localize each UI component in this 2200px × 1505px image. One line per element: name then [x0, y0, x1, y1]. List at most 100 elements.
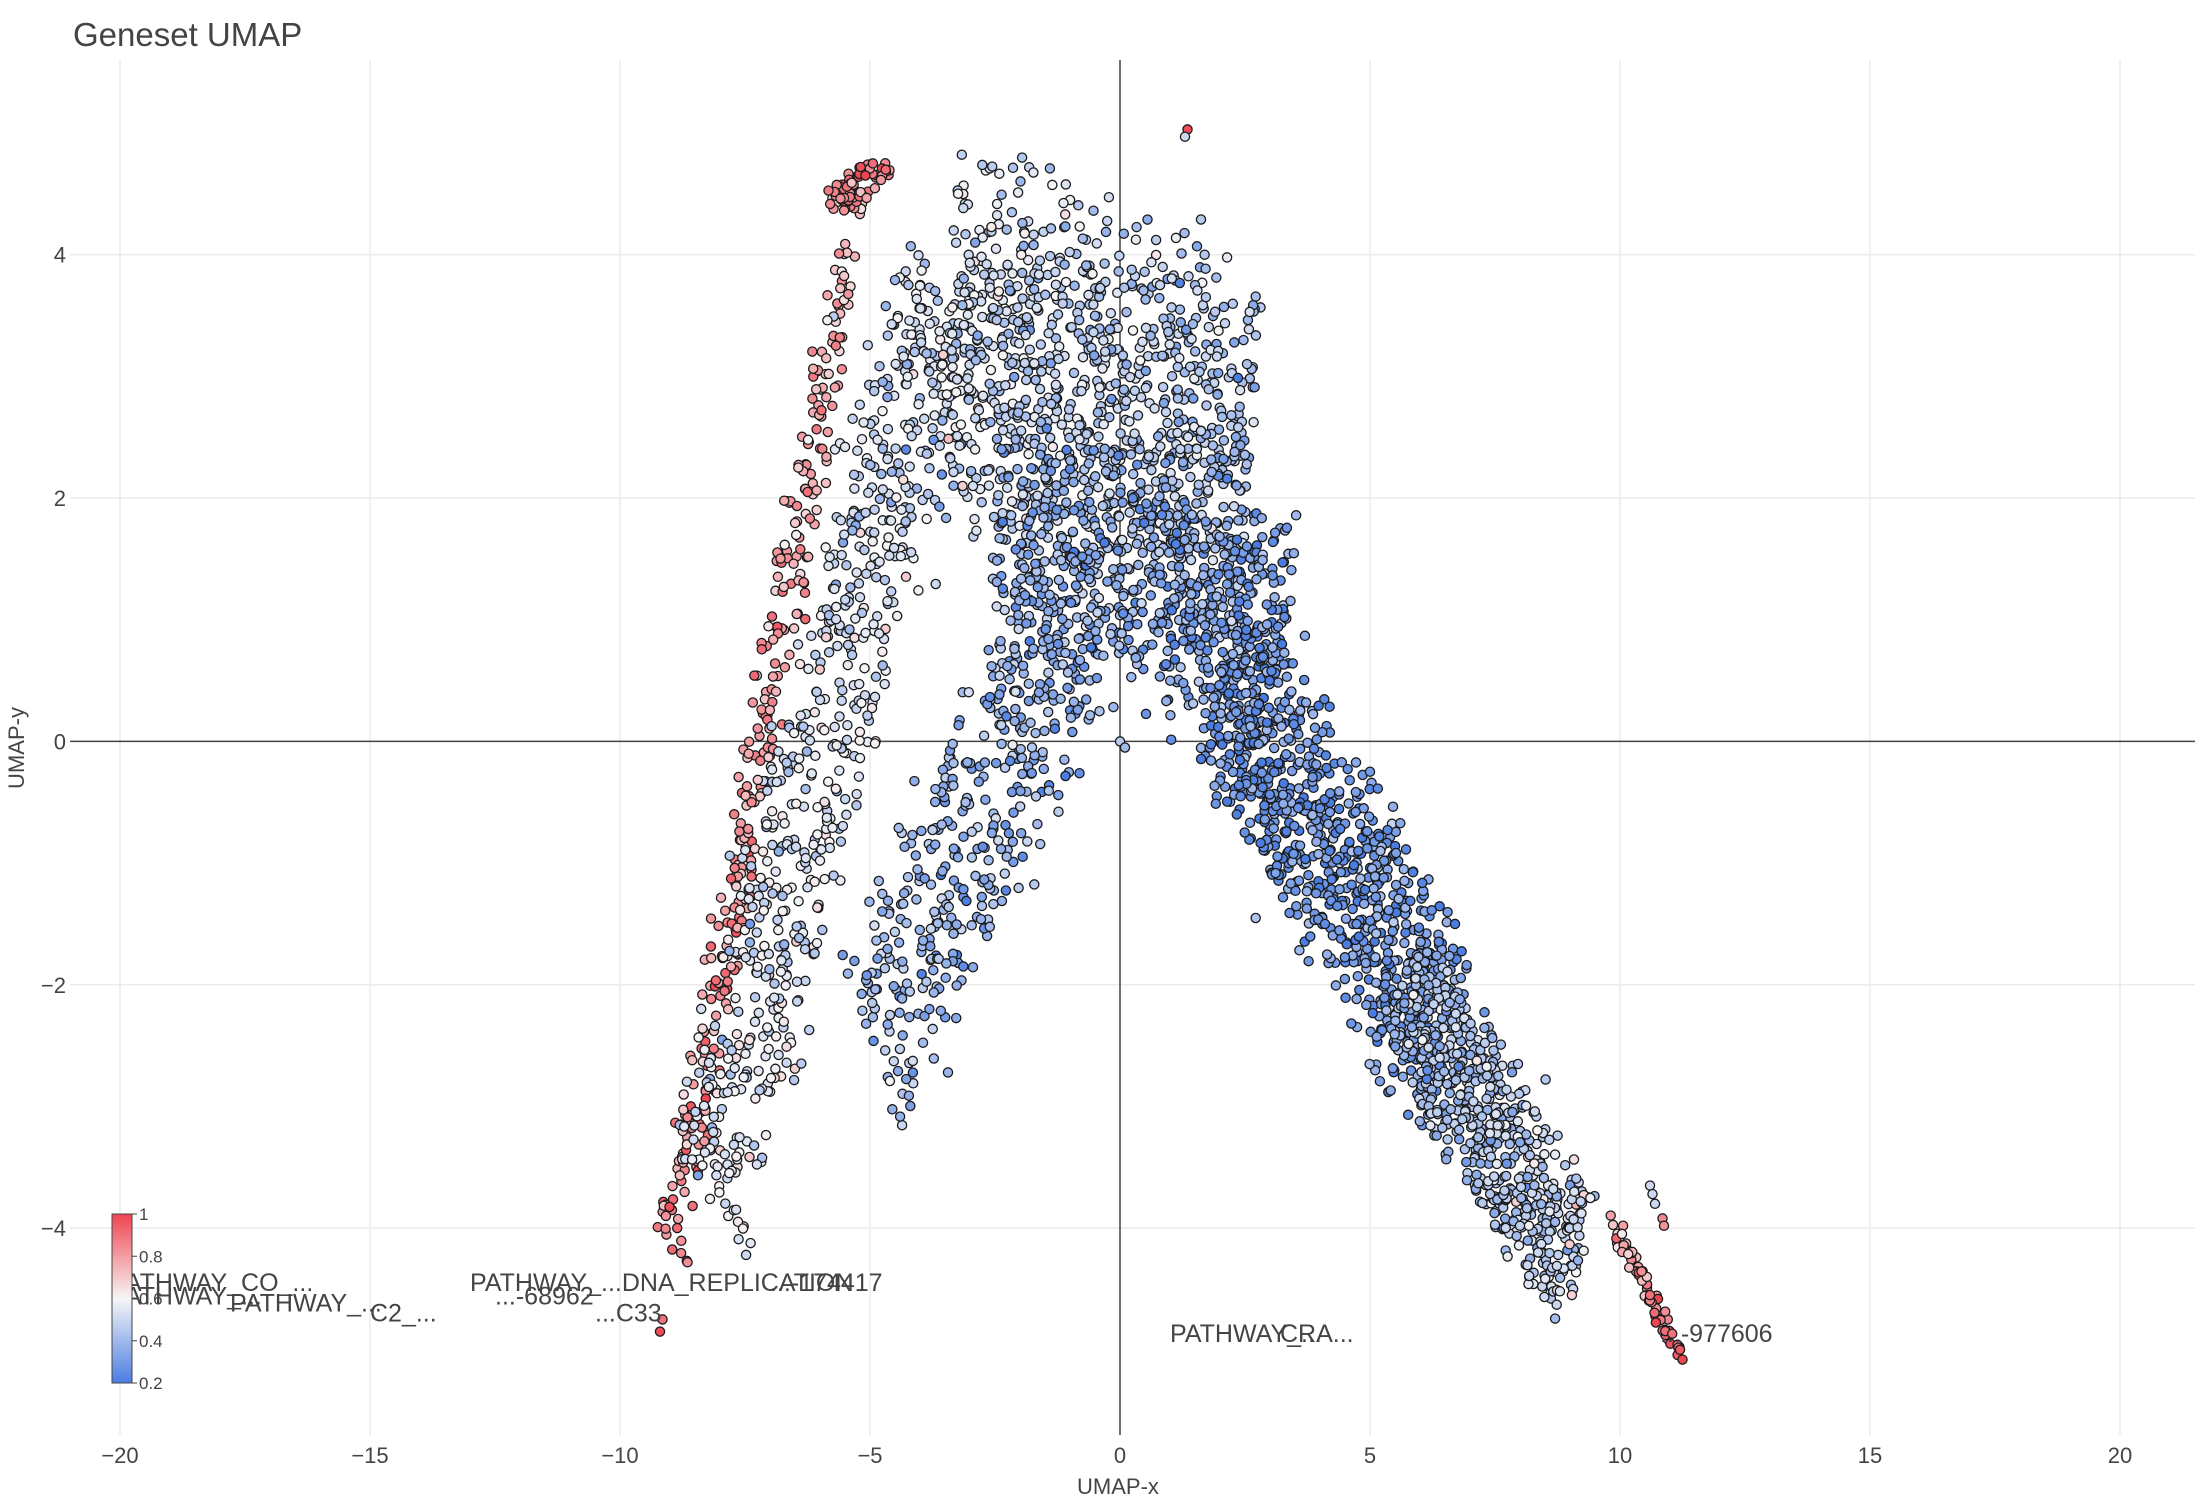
scatter-point	[1010, 703, 1021, 715]
scatter-point	[1028, 539, 1039, 551]
scatter-point	[1028, 643, 1039, 654]
colorbar-ticks: 10.80.60.40.2	[132, 1205, 163, 1393]
scatter-point	[854, 735, 865, 746]
scatter-point	[1335, 867, 1347, 878]
scatter-point	[860, 507, 871, 518]
scatter-point	[1005, 615, 1016, 626]
scatter-point	[1346, 879, 1357, 890]
scatter-point	[1002, 660, 1013, 672]
scatter-point	[930, 783, 941, 795]
scatter-point	[1101, 215, 1113, 227]
scatter-point	[726, 1045, 737, 1056]
scatter-point	[967, 961, 979, 973]
scatter-point	[1039, 725, 1050, 737]
scatter-point	[1200, 263, 1211, 274]
scatter-point	[1061, 444, 1072, 456]
scatter-point	[821, 391, 832, 403]
scatter-point	[1212, 721, 1224, 733]
scatter-point	[1186, 588, 1197, 600]
scatter-point	[1400, 927, 1411, 938]
scatter-point	[1124, 416, 1135, 427]
scatter-point	[1177, 457, 1189, 468]
scatter-point	[1218, 301, 1230, 313]
scatter-point	[734, 904, 746, 916]
scatter-point	[1034, 449, 1046, 460]
scatter-point	[1261, 619, 1273, 630]
scatter-point	[969, 237, 981, 248]
scatter-point	[745, 1237, 756, 1249]
scatter-point	[884, 1009, 896, 1021]
scatter-point	[773, 1049, 784, 1061]
scatter-point	[1243, 581, 1254, 592]
y-tick-label: 0	[54, 729, 66, 754]
scatter-point	[1441, 1154, 1452, 1165]
scatter-point	[1294, 743, 1306, 755]
chart-title: Geneset UMAP	[73, 16, 302, 53]
scatter-point	[1100, 226, 1112, 238]
scatter-point	[847, 525, 858, 536]
scatter-point	[1308, 743, 1320, 754]
scatter-point	[1108, 470, 1119, 481]
scatter-point	[1321, 949, 1333, 960]
scatter-point	[1461, 1156, 1472, 1168]
point-label: PATHWAY_...	[1170, 1320, 1322, 1348]
scatter-point	[1523, 1220, 1535, 1232]
scatter-point	[941, 958, 952, 969]
scatter-point	[1051, 480, 1062, 491]
scatter-point	[954, 440, 965, 451]
scatter-point	[1108, 563, 1119, 575]
scatter-point	[1307, 824, 1318, 836]
scatter-point	[1074, 767, 1085, 779]
scatter-point	[948, 225, 959, 236]
scatter-point	[1216, 617, 1227, 628]
scatter-point	[715, 1068, 726, 1080]
scatter-point	[827, 400, 838, 412]
scatter-point	[1013, 338, 1025, 349]
scatter-point	[1607, 1219, 1619, 1231]
point-label: ...C33	[595, 1299, 662, 1327]
scatter-point	[819, 873, 830, 885]
scatter-point	[972, 330, 983, 341]
scatter-point	[1150, 249, 1162, 261]
scatter-point	[1056, 532, 1068, 544]
scatter-point	[1040, 623, 1051, 635]
scatter-point	[1272, 621, 1284, 633]
scatter-point	[1165, 709, 1176, 721]
scatter-point	[1017, 660, 1029, 671]
scatter-point	[1002, 259, 1013, 271]
scatter-point	[1154, 607, 1166, 619]
scatter-point	[1175, 661, 1186, 673]
scatter-point	[1451, 1048, 1463, 1060]
scatter-point	[1369, 871, 1381, 882]
scatter-point	[964, 257, 976, 269]
scatter-point	[1321, 762, 1332, 774]
scatter-point	[1056, 419, 1068, 430]
scatter-point	[1244, 306, 1255, 318]
scatter-point	[1015, 827, 1027, 839]
scatter-point	[1346, 1018, 1357, 1029]
scatter-point	[770, 1031, 782, 1042]
scatter-point	[970, 412, 981, 424]
scatter-point	[1102, 576, 1113, 587]
scatter-point	[1242, 599, 1254, 610]
scatter-point	[1240, 687, 1252, 699]
scatter-point	[1540, 1074, 1551, 1085]
scatter-point	[1283, 733, 1294, 744]
scatter-point	[1535, 1198, 1547, 1210]
scatter-point	[811, 485, 822, 496]
scatter-point	[1515, 1181, 1527, 1193]
scatter-point	[1162, 645, 1173, 657]
scatter-point	[1219, 318, 1231, 329]
scatter-point	[839, 594, 851, 605]
scatter-point	[1233, 515, 1244, 526]
scatter-point	[1495, 1039, 1507, 1050]
scatter-point	[1185, 471, 1196, 483]
colorbar: 10.80.60.40.2	[111, 1205, 163, 1393]
scatter-point	[1488, 1171, 1500, 1182]
scatter-point	[1175, 317, 1186, 328]
scatter-point	[733, 1006, 744, 1017]
scatter-point	[861, 568, 872, 580]
scatter-point	[1269, 527, 1281, 538]
scatter-point	[1014, 801, 1026, 812]
